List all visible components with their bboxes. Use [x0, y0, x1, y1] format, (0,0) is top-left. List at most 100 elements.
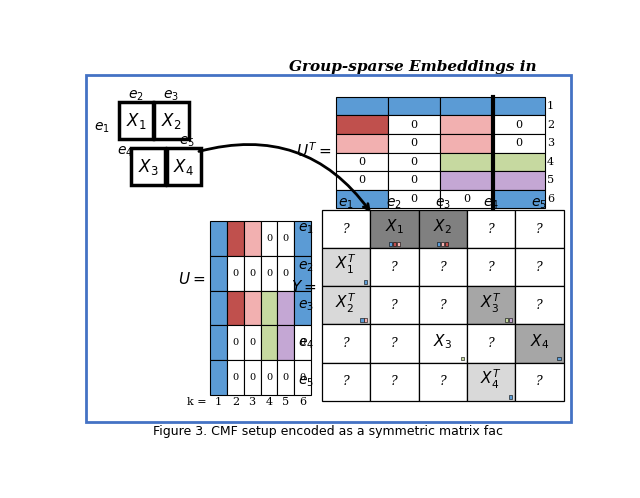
- Bar: [364, 280, 367, 284]
- Text: $U=$: $U=$: [179, 271, 205, 287]
- Text: $Y=$: $Y=$: [291, 279, 316, 295]
- Text: ?: ?: [391, 260, 397, 274]
- Bar: [440, 171, 493, 190]
- Text: $e_5$: $e_5$: [179, 135, 195, 149]
- Bar: [131, 148, 165, 185]
- Bar: [244, 256, 260, 291]
- Bar: [260, 222, 277, 256]
- Text: 6: 6: [547, 194, 554, 204]
- Text: 0: 0: [358, 157, 365, 167]
- Text: $e_1$: $e_1$: [338, 197, 354, 211]
- Text: ?: ?: [536, 223, 543, 236]
- Text: ?: ?: [391, 337, 397, 350]
- Bar: [227, 291, 244, 325]
- Bar: [505, 318, 508, 322]
- Bar: [437, 242, 440, 246]
- Text: ?: ?: [536, 260, 543, 274]
- Bar: [493, 116, 545, 134]
- Text: 0: 0: [232, 338, 239, 347]
- Bar: [515, 248, 564, 286]
- Bar: [388, 152, 440, 171]
- Text: $X_3^T$: $X_3^T$: [481, 291, 502, 315]
- Bar: [419, 363, 467, 401]
- Bar: [227, 256, 244, 291]
- Text: 0: 0: [232, 269, 239, 278]
- Bar: [419, 325, 467, 363]
- Text: ?: ?: [342, 337, 349, 350]
- Bar: [322, 325, 370, 363]
- Bar: [294, 256, 311, 291]
- Text: Group-sparse Embeddings in: Group-sparse Embeddings in: [289, 60, 537, 75]
- Text: $X_1$: $X_1$: [125, 111, 146, 130]
- Text: 0: 0: [283, 373, 289, 382]
- Bar: [370, 286, 419, 325]
- Text: 0: 0: [463, 194, 470, 204]
- Bar: [440, 152, 493, 171]
- Bar: [336, 134, 388, 152]
- Text: 0: 0: [300, 338, 306, 347]
- Bar: [493, 152, 545, 171]
- Bar: [467, 325, 515, 363]
- Bar: [389, 242, 392, 246]
- Text: $X_2^T$: $X_2^T$: [335, 291, 356, 315]
- Bar: [509, 395, 512, 398]
- Bar: [441, 242, 444, 246]
- Text: $e_4$: $e_4$: [117, 145, 133, 159]
- Text: $e_4$: $e_4$: [483, 197, 499, 211]
- Text: 0: 0: [266, 234, 272, 244]
- Bar: [393, 242, 396, 246]
- Text: $X_2$: $X_2$: [161, 111, 182, 130]
- Bar: [210, 256, 227, 291]
- Text: 0: 0: [358, 175, 365, 185]
- Bar: [370, 325, 419, 363]
- Bar: [227, 222, 244, 256]
- Text: 1: 1: [215, 397, 222, 407]
- Text: $X_3$: $X_3$: [138, 157, 159, 177]
- Text: 0: 0: [411, 157, 418, 167]
- Bar: [557, 357, 561, 361]
- Bar: [322, 210, 370, 248]
- Bar: [260, 291, 277, 325]
- Bar: [440, 97, 493, 116]
- Bar: [210, 222, 227, 256]
- Text: $X_1^T$: $X_1^T$: [335, 253, 356, 276]
- Text: $X_4$: $X_4$: [173, 157, 195, 177]
- Text: 0: 0: [515, 120, 522, 129]
- Bar: [294, 222, 311, 256]
- Bar: [244, 360, 260, 395]
- Text: 3: 3: [547, 138, 554, 148]
- Bar: [294, 325, 311, 360]
- Text: 0: 0: [411, 175, 418, 185]
- Text: 3: 3: [248, 397, 256, 407]
- Bar: [360, 318, 364, 322]
- Bar: [227, 325, 244, 360]
- Bar: [210, 325, 227, 360]
- Bar: [210, 291, 227, 325]
- Bar: [388, 116, 440, 134]
- Text: ?: ?: [536, 375, 543, 388]
- Text: k =: k =: [188, 397, 207, 407]
- Bar: [397, 242, 400, 246]
- Bar: [277, 256, 294, 291]
- Bar: [244, 222, 260, 256]
- Text: 0: 0: [283, 234, 289, 244]
- Bar: [440, 190, 493, 208]
- Text: 0: 0: [266, 373, 272, 382]
- Text: $e_1$: $e_1$: [298, 222, 314, 236]
- Text: $e_4$: $e_4$: [298, 336, 314, 351]
- Text: $e_2$: $e_2$: [387, 197, 402, 211]
- Bar: [493, 97, 545, 116]
- Bar: [467, 210, 515, 248]
- Bar: [467, 286, 515, 325]
- Bar: [154, 102, 189, 139]
- Text: ?: ?: [439, 299, 446, 312]
- Text: 1: 1: [547, 101, 554, 111]
- Bar: [493, 190, 545, 208]
- Text: $X_4^T$: $X_4^T$: [481, 368, 502, 391]
- Text: ?: ?: [391, 375, 397, 388]
- Text: $e_3$: $e_3$: [298, 298, 314, 313]
- Text: 5: 5: [547, 175, 554, 185]
- Text: $e_1$: $e_1$: [94, 121, 109, 135]
- Bar: [227, 360, 244, 395]
- Bar: [119, 102, 153, 139]
